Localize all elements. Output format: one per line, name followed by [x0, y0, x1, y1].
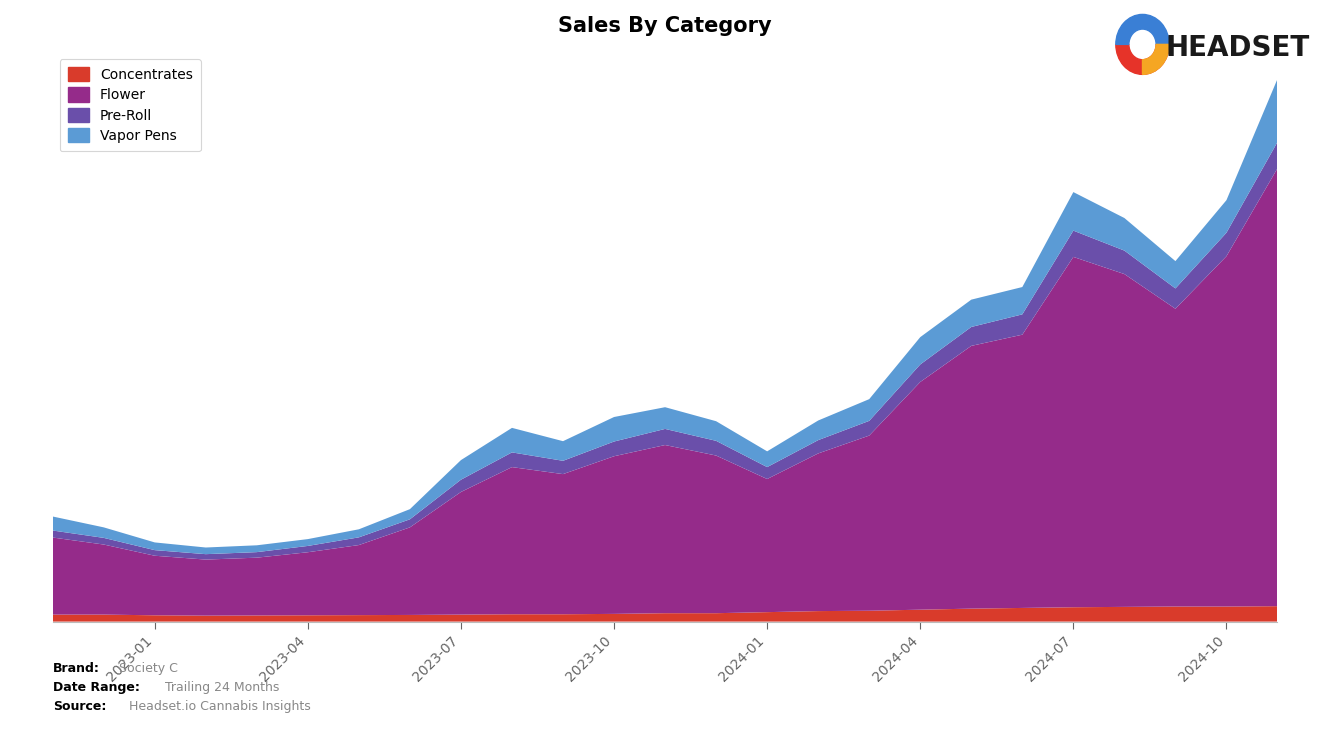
Text: Date Range:: Date Range: — [53, 681, 140, 694]
Text: Source:: Source: — [53, 700, 107, 713]
Text: Trailing 24 Months: Trailing 24 Months — [165, 681, 279, 694]
Text: Headset.io Cannabis Insights: Headset.io Cannabis Insights — [129, 700, 311, 713]
Title: Sales By Category: Sales By Category — [558, 16, 772, 36]
Wedge shape — [1115, 44, 1169, 74]
Text: Brand:: Brand: — [53, 662, 100, 675]
Text: HEADSET: HEADSET — [1166, 34, 1310, 62]
Wedge shape — [1143, 44, 1169, 74]
Wedge shape — [1115, 15, 1169, 44]
Text: Society C: Society C — [119, 662, 178, 675]
Legend: Concentrates, Flower, Pre-Roll, Vapor Pens: Concentrates, Flower, Pre-Roll, Vapor Pe… — [59, 58, 202, 151]
